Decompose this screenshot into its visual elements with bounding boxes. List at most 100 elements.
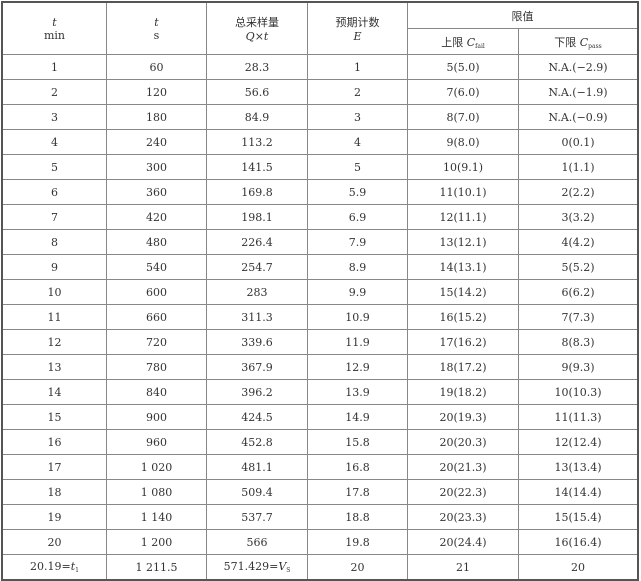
cell-upper: 18(17.2) (407, 354, 519, 380)
cell-volume: 113.2 (206, 129, 308, 155)
cell-expected: 5 (307, 154, 408, 180)
cell-t-min: 4 (1, 129, 107, 155)
header-limits: 限值 (407, 1, 639, 29)
label: 上限 (441, 35, 464, 49)
cell-upper: 20(19.3) (407, 404, 519, 430)
header-time-min: t min (1, 1, 107, 55)
cell-upper: 9(8.0) (407, 129, 519, 155)
cell-lower: 13(13.4) (518, 454, 639, 480)
header-upper-limit: 上限 Cfail (407, 28, 519, 55)
table-row: 8 480 226.4 7.9 13(12.1) 4(4.2) (1, 229, 639, 255)
cell-lower: 20 (518, 554, 639, 581)
cell-upper: 15(14.2) (407, 279, 519, 305)
cell-volume: 424.5 (206, 404, 308, 430)
table-row: 15 900 424.5 14.9 20(19.3) 11(11.3) (1, 404, 639, 430)
cell-upper: 7(6.0) (407, 79, 519, 105)
cell-t-s: 840 (106, 379, 207, 405)
cell-t-min: 14 (1, 379, 107, 405)
var: E (353, 30, 362, 43)
cell-t-s: 660 (106, 304, 207, 330)
cell-expected: 4 (307, 129, 408, 155)
cell-expected: 13.9 (307, 379, 408, 405)
cell-t-min: 15 (1, 404, 107, 430)
cell-lower: 4(4.2) (518, 229, 639, 255)
var: C (579, 35, 589, 49)
cell-t-min: 2 (1, 79, 107, 105)
cell-upper: 16(15.2) (407, 304, 519, 330)
cell-t-min: 20.19=t1 (1, 554, 107, 581)
cell-volume: 169.8 (206, 179, 308, 205)
cell-volume: 396.2 (206, 379, 308, 405)
cell-expected: 19.8 (307, 529, 408, 555)
sub: fail (475, 42, 485, 50)
cell-t-s: 1 211.5 (106, 554, 207, 581)
cell-t-s: 900 (106, 404, 207, 430)
cell-volume: 311.3 (206, 304, 308, 330)
cell-volume: 452.8 (206, 429, 308, 455)
final-row: 20.19=t1 1 211.5 571.429=VS 20 21 20 (1, 554, 639, 581)
cell-upper: 10(9.1) (407, 154, 519, 180)
cell-lower: 11(11.3) (518, 404, 639, 430)
cell-t-s: 360 (106, 179, 207, 205)
cell-t-min: 18 (1, 479, 107, 505)
cell-upper: 5(5.0) (407, 54, 519, 80)
cell-lower: 7(7.3) (518, 304, 639, 330)
cell-lower: 12(12.4) (518, 429, 639, 455)
sub: pass (588, 42, 602, 50)
cell-volume: 339.6 (206, 329, 308, 355)
cell-expected: 14.9 (307, 404, 408, 430)
cell-expected: 2 (307, 79, 408, 105)
cell-t-min: 6 (1, 179, 107, 205)
cell-volume: 481.1 (206, 454, 308, 480)
cell-lower: 10(10.3) (518, 379, 639, 405)
table-row: 5 300 141.5 5 10(9.1) 1(1.1) (1, 154, 639, 180)
cell-upper: 20(21.3) (407, 454, 519, 480)
unit: s (153, 28, 160, 42)
cell-t-s: 180 (106, 104, 207, 130)
cell-expected: 11.9 (307, 329, 408, 355)
sub: S (286, 567, 291, 574)
cell-t-min: 17 (1, 454, 107, 480)
cell-t-s: 540 (106, 254, 207, 280)
table-row: 20 1 200 566 19.8 20(24.4) 16(16.4) (1, 529, 639, 555)
cell-lower: 8(8.3) (518, 329, 639, 355)
cell-upper: 20(23.3) (407, 504, 519, 530)
cell-lower: 3(3.2) (518, 204, 639, 230)
cell-volume: 367.9 (206, 354, 308, 380)
cell-lower: 5(5.2) (518, 254, 639, 280)
cell-expected: 9.9 (307, 279, 408, 305)
cell-lower: N.A.(−0.9) (518, 104, 639, 130)
table-row: 2 120 56.6 2 7(6.0) N.A.(−1.9) (1, 79, 639, 105)
cell-volume: 56.6 (206, 79, 308, 105)
table-row: 10 600 283 9.9 15(14.2) 6(6.2) (1, 279, 639, 305)
sub: 1 (75, 567, 79, 574)
cell-lower: 9(9.3) (518, 354, 639, 380)
cell-upper: 20(24.4) (407, 529, 519, 555)
cell-t-s: 240 (106, 129, 207, 155)
value: 571.429= (223, 560, 279, 573)
cell-upper: 8(7.0) (407, 104, 519, 130)
cell-t-min: 7 (1, 204, 107, 230)
cell-lower: 0(0.1) (518, 129, 639, 155)
cell-upper: 20(20.3) (407, 429, 519, 455)
cell-volume: 509.4 (206, 479, 308, 505)
table-row: 9 540 254.7 8.9 14(13.1) 5(5.2) (1, 254, 639, 280)
cell-upper: 12(11.1) (407, 204, 519, 230)
title: 总采样量 (235, 16, 279, 29)
cell-t-s: 1 080 (106, 479, 207, 505)
cell-lower: 16(16.4) (518, 529, 639, 555)
cell-volume: 84.9 (206, 104, 308, 130)
cell-t-min: 10 (1, 279, 107, 305)
cell-expected: 12.9 (307, 354, 408, 380)
cell-t-min: 1 (1, 54, 107, 80)
cell-expected: 15.8 (307, 429, 408, 455)
var: t (154, 15, 159, 29)
cell-lower: 2(2.2) (518, 179, 639, 205)
label: 下限 (554, 35, 577, 49)
table-row: 18 1 080 509.4 17.8 20(22.3) 14(14.4) (1, 479, 639, 505)
formula: Q×t (245, 30, 269, 43)
table-row: 11 660 311.3 10.9 16(15.2) 7(7.3) (1, 304, 639, 330)
cell-t-s: 1 020 (106, 454, 207, 480)
cell-expected: 5.9 (307, 179, 408, 205)
var: t (52, 15, 57, 29)
